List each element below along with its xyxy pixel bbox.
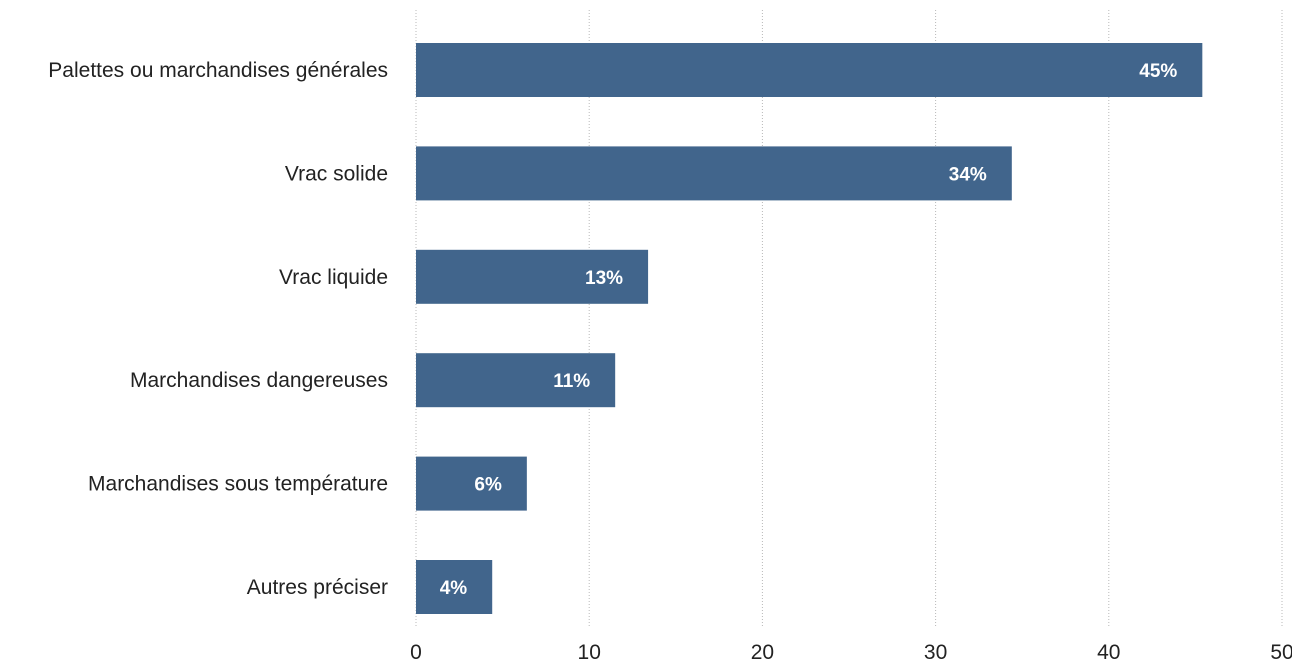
data-label: 45% xyxy=(1139,61,1177,82)
grid-layer xyxy=(415,10,1283,628)
x-axis-ticks: 0 10 20 30 40 50 xyxy=(410,641,1292,661)
bar-2 xyxy=(416,249,649,304)
data-label: 4% xyxy=(440,578,468,599)
data-label: 34% xyxy=(949,164,987,185)
bar-1 xyxy=(416,146,1012,201)
data-label: 11% xyxy=(553,371,590,392)
category-label: Palettes ou marchandises générales xyxy=(48,59,388,82)
data-label: 13% xyxy=(585,268,623,289)
category-label: Vrac liquide xyxy=(279,266,388,289)
x-tick-label-20: 20 xyxy=(751,641,774,661)
x-tick-label-40: 40 xyxy=(1097,641,1120,661)
bar-4 xyxy=(416,456,527,511)
data-label: 6% xyxy=(474,475,502,496)
bar-0 xyxy=(416,43,1203,97)
category-label: Autres préciser xyxy=(247,576,388,599)
x-tick-label-10: 10 xyxy=(578,641,601,661)
x-tick-label-50: 50 xyxy=(1270,641,1292,661)
x-tick-label-30: 30 xyxy=(924,641,947,661)
labels-layer: Palettes ou marchandises générales 45% Vra… xyxy=(48,59,1177,599)
x-tick-label-0: 0 xyxy=(410,641,422,661)
category-label: Vrac solide xyxy=(285,162,388,185)
category-label: Marchandises sous température xyxy=(88,473,388,496)
bars-layer xyxy=(416,43,1203,614)
category-label: Marchandises dangereuses xyxy=(130,369,388,392)
bar-3 xyxy=(416,353,616,408)
bar-5 xyxy=(416,560,493,614)
